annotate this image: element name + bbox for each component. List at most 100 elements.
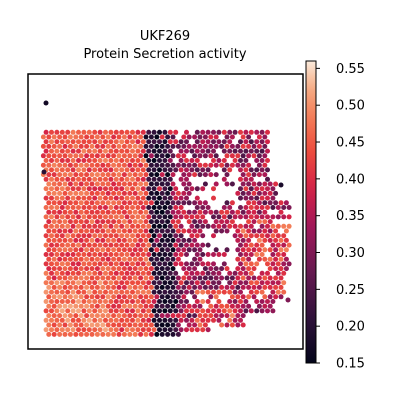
spot-marker [175,153,181,159]
spot-marker [143,172,149,178]
spot-marker [189,158,195,163]
spot-marker [94,172,100,178]
spot-marker [46,331,52,337]
spot-marker [186,209,192,215]
spot-marker [140,317,146,323]
spot-marker [148,275,154,281]
spot-marker [151,308,157,314]
spot-marker [238,299,243,304]
spot-marker [59,308,65,314]
spot-marker [135,176,141,182]
spot-marker [76,242,81,248]
spot-marker [73,247,79,253]
spot-marker [59,167,65,173]
spot-marker [219,266,225,272]
spot-marker [140,308,146,314]
spot-marker [208,284,214,290]
spot-marker [162,308,168,314]
spot-marker [186,162,192,168]
spot-marker [70,317,76,323]
spot-marker [181,275,187,281]
spot-marker [116,219,122,225]
spot-marker [165,143,171,149]
spot-marker [86,186,92,192]
spot-marker [194,167,200,173]
spot-marker [219,275,225,281]
spot-marker [46,162,52,168]
spot-marker [94,294,100,300]
spot-marker [119,148,125,154]
spot-marker [211,158,216,163]
spot-marker [119,252,125,257]
spot-marker [157,261,162,267]
spot-marker [278,266,284,272]
spot-marker [202,219,208,225]
spot-marker [62,275,68,281]
spot-marker [259,167,265,173]
spot-marker [181,284,187,290]
spot-marker [159,313,165,319]
spot-marker [121,181,127,187]
spot-marker [89,162,95,168]
spot-marker [181,247,187,253]
spot-marker [246,209,252,215]
spot-marker [211,186,216,192]
spot-marker [89,275,95,281]
spot-marker [265,139,270,145]
spot-marker [197,153,203,159]
spot-marker [76,327,81,333]
spot-marker [130,327,135,333]
spot-marker [273,190,279,196]
spot-marker [175,275,181,281]
spot-marker [70,223,76,229]
spot-marker [197,313,203,319]
spot-marker [167,205,173,210]
spot-marker [70,233,76,239]
spot-marker [43,139,49,145]
spot-marker [54,242,60,248]
spot-marker [238,289,243,295]
spot-marker [73,228,79,234]
spot-marker [285,297,291,303]
spot-marker [57,313,63,319]
spot-marker [81,299,87,304]
spot-marker [170,228,176,234]
spot-marker [251,190,257,196]
spot-marker [246,181,252,187]
spot-marker [192,237,198,243]
spot-marker [70,308,76,314]
spot-marker [248,148,254,154]
spot-marker [197,322,203,328]
spot-marker [178,195,184,201]
spot-marker [157,223,162,229]
spot-marker [54,233,60,239]
spot-marker [243,176,249,182]
spot-marker [138,143,144,149]
spot-marker [116,303,122,309]
spot-marker [178,317,184,323]
spot-marker [213,143,219,149]
spot-marker [81,280,87,286]
spot-marker [265,299,270,304]
spot-marker [148,294,154,300]
spot-marker [194,252,200,257]
spot-marker [200,308,206,314]
spot-marker [243,195,249,201]
spot-marker [200,327,206,333]
spot-marker [205,252,211,257]
spot-marker [130,129,135,135]
spot-marker [208,294,214,300]
spot-marker [70,261,76,267]
spot-marker [124,261,130,267]
spot-marker [157,270,162,276]
spot-marker [108,139,114,145]
spot-marker [62,237,68,243]
spot-marker [167,214,173,220]
spot-marker [219,228,225,234]
spot-marker [254,205,260,210]
spot-marker [262,228,268,234]
spot-marker [197,228,203,234]
spot-marker [89,209,95,215]
spot-marker [246,275,252,281]
spot-marker [46,181,52,187]
